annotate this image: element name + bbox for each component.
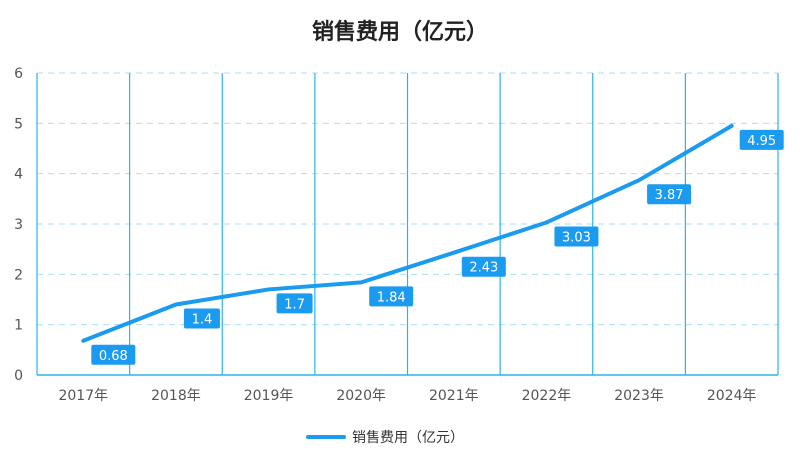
data-label-badge	[739, 129, 784, 150]
chart-title: 销售费用（亿元）	[311, 20, 488, 45]
data-label-badge	[647, 184, 692, 205]
data-label-badge	[554, 226, 599, 247]
data-label: 3.87	[655, 188, 684, 203]
x-tick-label: 2018年	[151, 388, 201, 404]
series-line	[81, 123, 734, 343]
x-tick-label: 2021年	[429, 388, 479, 404]
y-tick-label: 2	[14, 267, 23, 283]
x-tick-label: 2024年	[707, 388, 757, 404]
y-tick-label: 5	[14, 116, 23, 132]
legend-label: 销售费用（亿元）	[352, 430, 464, 446]
x-tick-label: 2020年	[336, 388, 386, 404]
data-label: 3.03	[562, 230, 591, 245]
data-label: 1.84	[377, 290, 406, 305]
data-label-badge	[276, 293, 313, 314]
data-label: 2.43	[469, 261, 498, 276]
y-tick-label: 6	[14, 66, 23, 82]
data-label-badge	[91, 344, 136, 365]
x-tick-label: 2017年	[58, 388, 108, 404]
data-label: 1.7	[284, 297, 305, 312]
x-tick-label: 2022年	[522, 388, 572, 404]
data-label-badge	[461, 256, 506, 277]
y-tick-label: 3	[14, 217, 23, 233]
data-label-badge	[369, 286, 414, 307]
x-tick-label: 2023年	[614, 388, 664, 404]
y-tick-label: 0	[14, 368, 23, 384]
y-tick-label: 4	[14, 167, 23, 183]
y-tick-label: 1	[14, 318, 23, 334]
data-label-badge	[183, 308, 220, 329]
data-label: 1.4	[192, 313, 213, 328]
data-label: 0.68	[99, 349, 128, 364]
data-label: 4.95	[747, 134, 776, 149]
x-tick-label: 2019年	[244, 388, 294, 404]
